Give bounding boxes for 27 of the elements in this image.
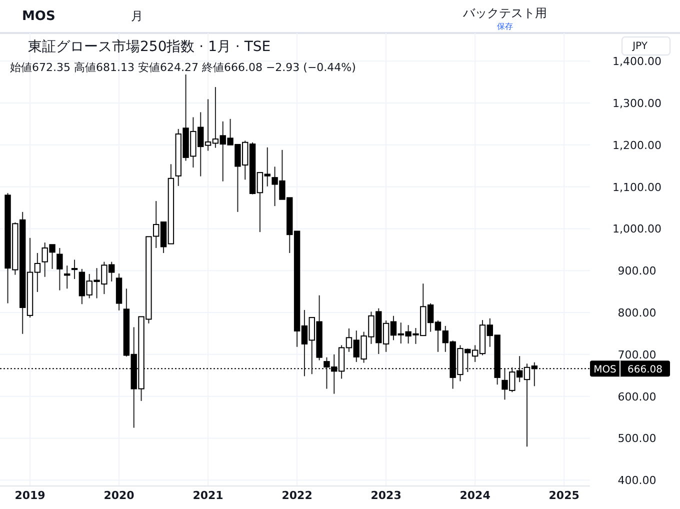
x-tick-label: 2021 [192,489,224,502]
x-tick-label: 2022 [282,489,312,502]
y-tick-label: 600.00 [618,390,656,404]
x-tick-label: 2024 [460,489,491,502]
y-tick-label: 1,400.00 [612,55,662,68]
x-tick-label: 2025 [548,489,580,502]
ref-line-label: MOS [594,364,616,376]
y-tick-label: 1,300.00 [612,96,662,110]
annotation: MOS [22,9,56,24]
y-tick-label: 1,100.00 [612,180,662,194]
y-tick-label: 800.00 [618,306,656,320]
annotation: 保存 [497,22,513,31]
text: 始値672.35 高値681.13 安値624.27 終値666.08 −2.93 (−0.44%) [10,61,356,74]
annotation: JPY [632,41,648,52]
y-tick-label: 1,000.00 [612,222,662,236]
y-tick-label: 500.00 [618,432,656,446]
annotation: 月 [131,9,143,23]
x-tick-label: 2023 [370,489,402,502]
text: 東証グロース市場250指数 · 1月 · TSE [28,39,271,55]
y-tick-label: 900.00 [618,264,656,278]
y-tick-label: 700.00 [618,348,656,362]
annotation: バックテスト用 [463,6,547,20]
x-tick-label: 2019 [14,489,46,502]
y-tick-label: 1,200.00 [612,138,662,152]
annotation: 666.08 [628,364,662,376]
x-tick-label: 2020 [104,489,135,502]
y-tick-label: 400.00 [618,474,656,488]
